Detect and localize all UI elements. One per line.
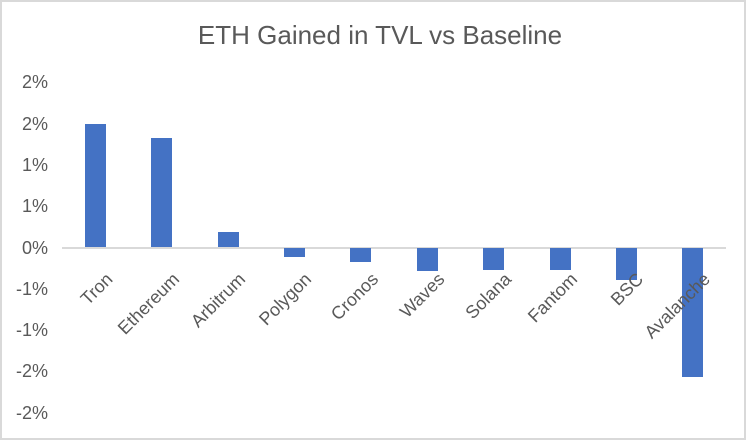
y-axis-tick-label: -2% (15, 402, 48, 423)
chart-title: ETH Gained in TVL vs Baseline (197, 20, 563, 50)
y-axis-tick-label: 1% (21, 196, 48, 217)
y-axis-tick-label: 2% (21, 113, 48, 134)
y-axis-tick-label: -1% (15, 320, 48, 341)
zero-axis-line (62, 246, 726, 249)
y-axis-tick-label: 0% (21, 237, 48, 258)
bar-waves (416, 247, 438, 272)
bar-solana (483, 247, 505, 270)
category-label-fantom: Fantom (523, 269, 582, 327)
category-label-tron: Tron (76, 269, 117, 309)
y-axis-tick-label: -1% (15, 278, 48, 299)
category-label-bsc: BSC (607, 269, 648, 310)
y-axis-tick-label: 1% (21, 154, 48, 175)
category-label-polygon: Polygon (255, 269, 316, 330)
category-label-solana: Solana (460, 269, 515, 323)
category-label-waves: Waves (395, 269, 449, 322)
bar-arbitrum (217, 231, 239, 248)
bar-fantom (549, 247, 571, 270)
bar-tron (84, 124, 106, 248)
bar-cronos (350, 247, 372, 262)
y-axis-tick-label: 2% (21, 72, 48, 93)
category-label-ethereum: Ethereum (113, 269, 183, 339)
bar-avalanche (682, 247, 704, 378)
bar-bsc (615, 247, 637, 280)
category-label-cronos: Cronos (326, 269, 382, 325)
bar-ethereum (151, 137, 173, 248)
bar-polygon (283, 247, 305, 258)
category-label-arbitrum: Arbitrum (186, 269, 250, 332)
y-axis-tick-label: -2% (15, 361, 48, 382)
